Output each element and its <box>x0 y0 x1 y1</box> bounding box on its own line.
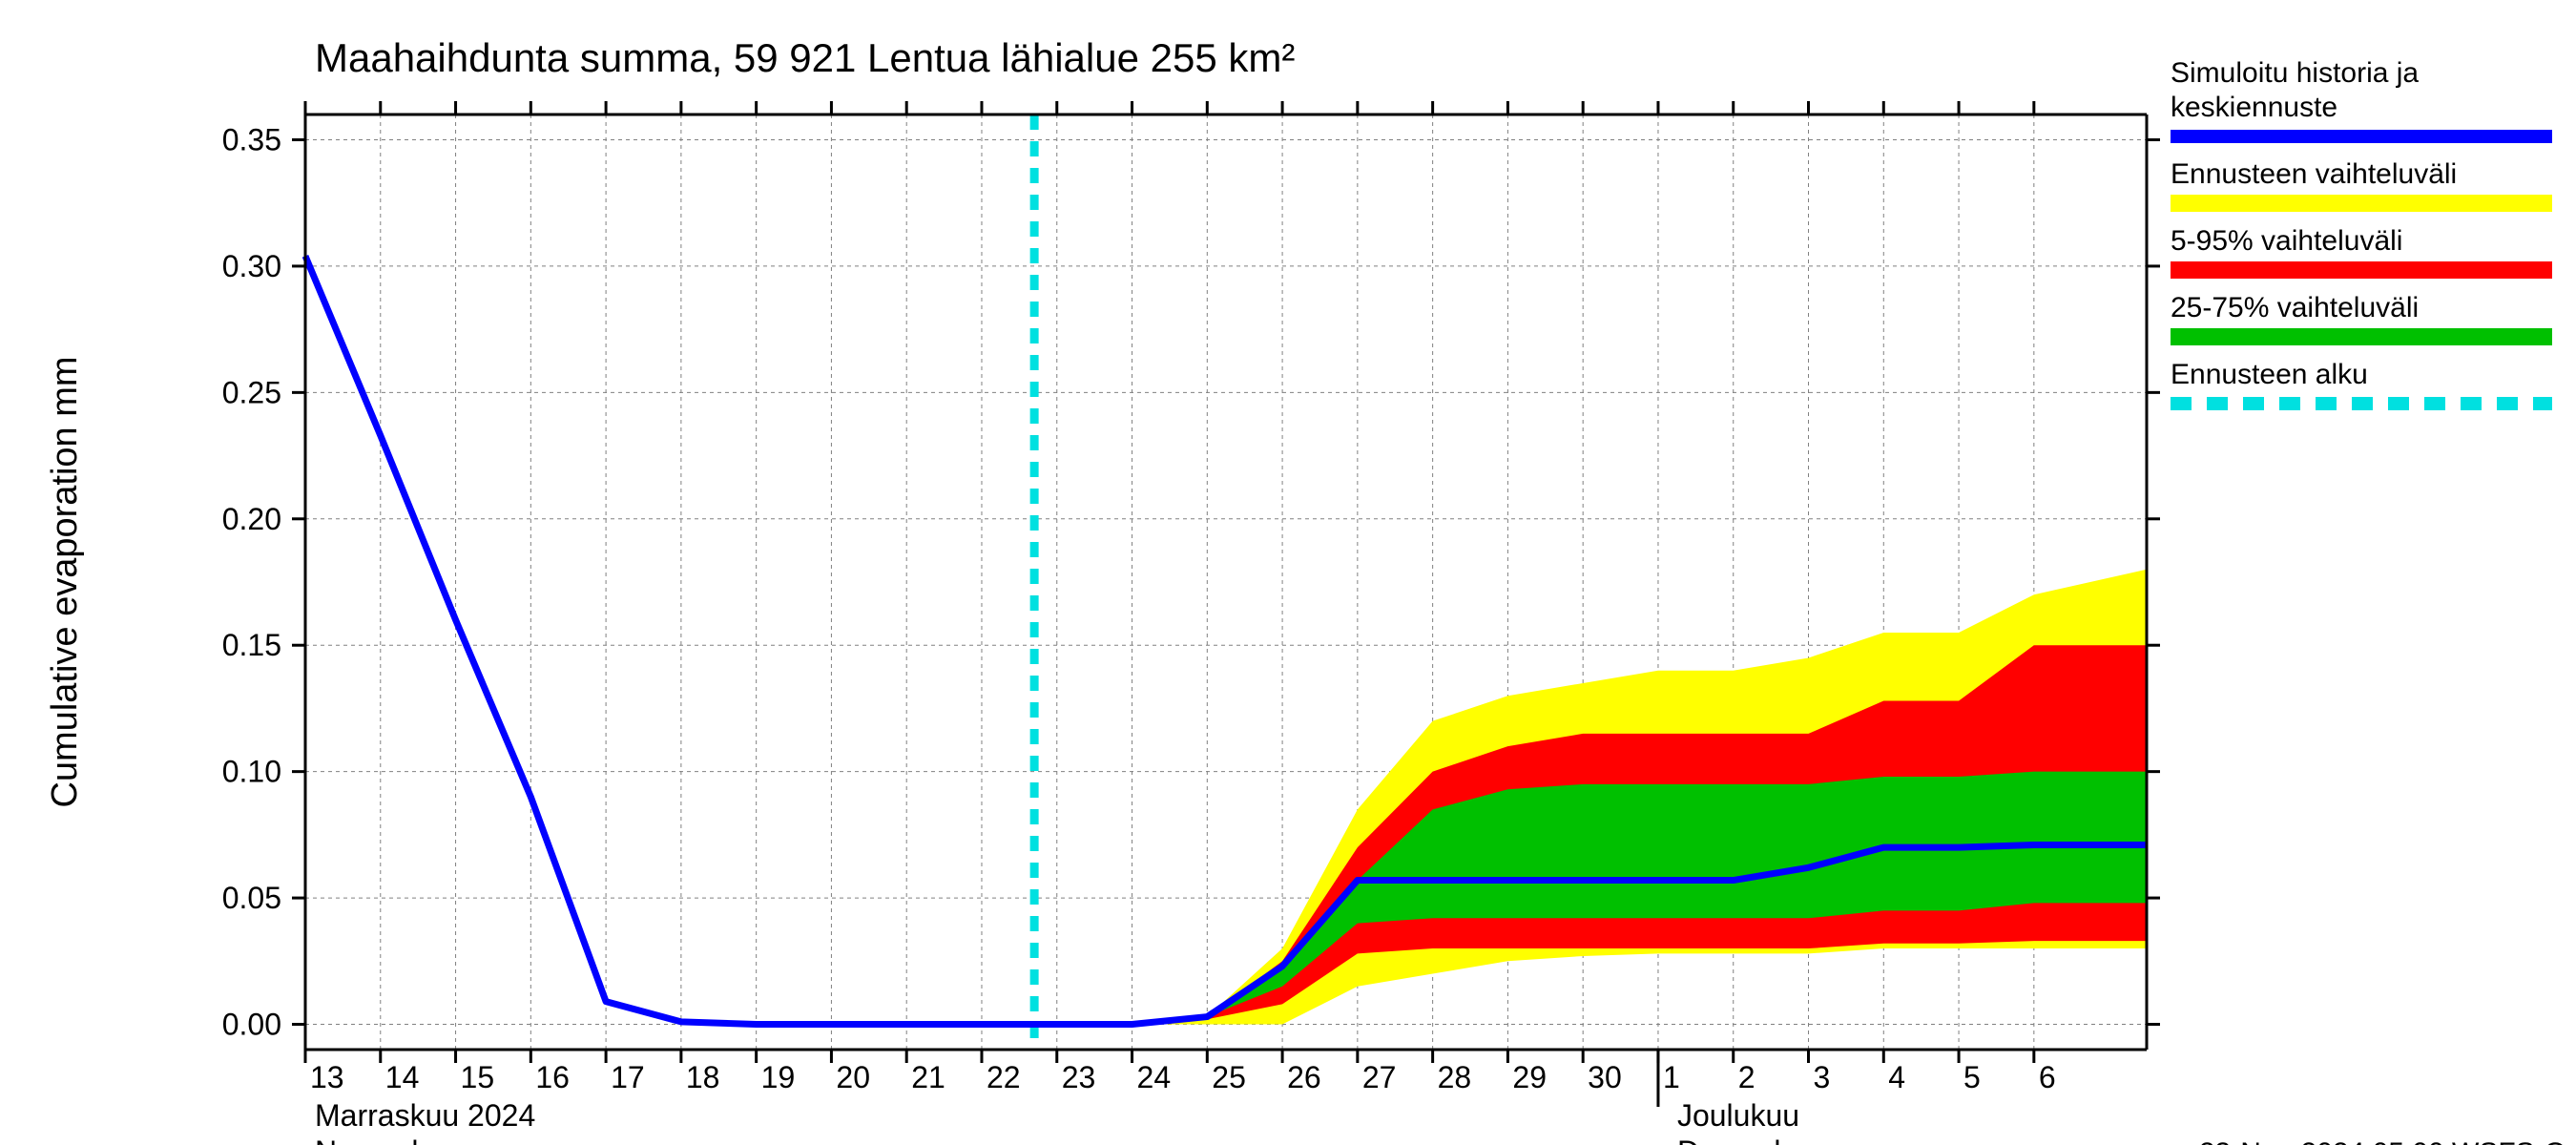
y-tick-label: 0.30 <box>222 249 281 283</box>
x-tick-label: 24 <box>1137 1060 1172 1094</box>
x-tick-label: 27 <box>1362 1060 1397 1094</box>
legend-label: Ennusteen alku <box>2171 359 2368 390</box>
x-tick-label: 13 <box>310 1060 344 1094</box>
y-tick-label: 0.05 <box>222 881 281 915</box>
x-tick-label: 19 <box>761 1060 796 1094</box>
x-tick-label: 28 <box>1438 1060 1472 1094</box>
legend-label: Simuloitu historia ja <box>2171 57 2419 89</box>
month-label: November <box>315 1135 456 1145</box>
x-tick-label: 2 <box>1738 1060 1755 1094</box>
x-tick-label: 18 <box>686 1060 720 1094</box>
month-label: December <box>1677 1135 1818 1145</box>
x-tick-label: 16 <box>535 1060 570 1094</box>
month-label: Joulukuu <box>1677 1098 1799 1133</box>
y-tick-label: 0.20 <box>222 502 281 536</box>
x-tick-label: 6 <box>2039 1060 2056 1094</box>
x-tick-label: 1 <box>1663 1060 1680 1094</box>
legend-swatch <box>2171 195 2552 212</box>
x-tick-label: 22 <box>987 1060 1021 1094</box>
y-tick-label: 0.10 <box>222 755 281 789</box>
legend-label: 25-75% vaihteluväli <box>2171 292 2419 323</box>
y-axis-label: Cumulative evaporation mm <box>45 356 85 807</box>
x-tick-label: 23 <box>1062 1060 1096 1094</box>
x-tick-label: 17 <box>611 1060 645 1094</box>
x-tick-label: 25 <box>1212 1060 1246 1094</box>
x-tick-label: 4 <box>1888 1060 1905 1094</box>
evaporation-chart: 0.000.050.100.150.200.250.300.3513141516… <box>0 0 2576 1145</box>
x-tick-label: 26 <box>1287 1060 1321 1094</box>
y-tick-label: 0.15 <box>222 628 281 662</box>
y-tick-label: 0.35 <box>222 122 281 156</box>
footer-timestamp: 23-Nov-2024 05:00 WSFS-O <box>2199 1137 2566 1145</box>
legend-label: Ennusteen vaihteluväli <box>2171 158 2457 190</box>
chart-title: Maahaihdunta summa, 59 921 Lentua lähial… <box>315 35 1295 80</box>
legend-swatch <box>2171 328 2552 345</box>
x-tick-label: 20 <box>836 1060 870 1094</box>
x-tick-label: 29 <box>1512 1060 1547 1094</box>
legend-label: keskiennuste <box>2171 92 2337 123</box>
x-tick-label: 21 <box>911 1060 945 1094</box>
y-tick-label: 0.00 <box>222 1008 281 1042</box>
x-tick-label: 15 <box>461 1060 495 1094</box>
y-tick-label: 0.25 <box>222 375 281 409</box>
x-tick-label: 30 <box>1588 1060 1622 1094</box>
x-tick-label: 3 <box>1814 1060 1831 1094</box>
legend-swatch <box>2171 261 2552 279</box>
x-tick-label: 5 <box>1963 1060 1981 1094</box>
x-tick-label: 14 <box>385 1060 420 1094</box>
month-label: Marraskuu 2024 <box>315 1098 535 1133</box>
legend-label: 5-95% vaihteluväli <box>2171 225 2402 257</box>
